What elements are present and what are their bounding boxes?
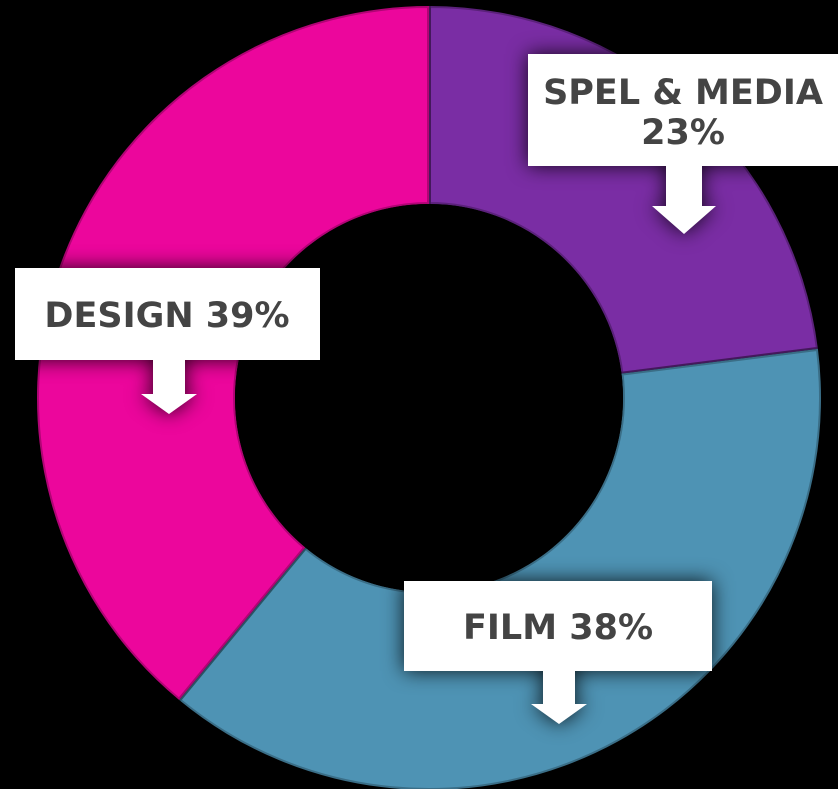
label-value-spel-media: 23% — [641, 113, 725, 153]
label-box-spel-media — [528, 54, 838, 166]
donut-hole — [235, 204, 623, 592]
label-box-design — [15, 268, 320, 360]
label-arrow-film — [531, 671, 587, 724]
label-text-spel-media: SPEL & MEDIA — [543, 73, 823, 113]
label-spel-media: SPEL & MEDIA 23% — [528, 54, 838, 234]
label-arrow-design — [141, 360, 197, 414]
label-film: FILM 38% — [404, 581, 712, 724]
label-design: DESIGN 39% — [15, 268, 320, 414]
label-text-film: FILM 38% — [463, 608, 653, 648]
label-box-film — [404, 581, 712, 671]
label-arrow-spel-media — [652, 166, 716, 234]
label-text-design: DESIGN 39% — [44, 296, 289, 336]
